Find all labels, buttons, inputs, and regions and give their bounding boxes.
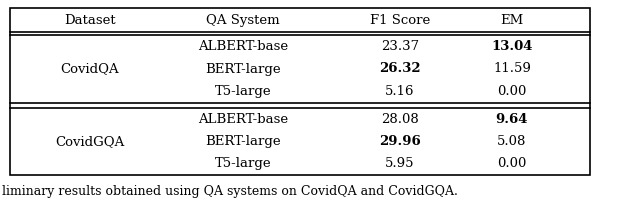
Text: 11.59: 11.59 <box>493 62 531 76</box>
Text: F1 Score: F1 Score <box>370 14 430 27</box>
Text: ALBERT-base: ALBERT-base <box>198 40 288 53</box>
Text: BERT-large: BERT-large <box>205 135 281 148</box>
Text: EM: EM <box>500 14 524 27</box>
Text: 23.37: 23.37 <box>381 40 419 53</box>
Text: BERT-large: BERT-large <box>205 62 281 76</box>
Text: 13.04: 13.04 <box>492 40 532 53</box>
Text: 0.00: 0.00 <box>497 157 527 170</box>
Text: 0.00: 0.00 <box>497 85 527 98</box>
Text: 29.96: 29.96 <box>379 135 421 148</box>
Text: 9.64: 9.64 <box>496 113 528 126</box>
Text: CovidGQA: CovidGQA <box>55 135 124 148</box>
Text: liminary results obtained using QA systems on CovidQA and CovidGQA.: liminary results obtained using QA syste… <box>2 185 458 198</box>
Text: CovidQA: CovidQA <box>60 62 119 76</box>
Text: ALBERT-base: ALBERT-base <box>198 113 288 126</box>
Text: T5-large: T5-large <box>215 85 271 98</box>
Text: 5.95: 5.95 <box>385 157 415 170</box>
Text: 5.16: 5.16 <box>385 85 415 98</box>
Text: 28.08: 28.08 <box>381 113 419 126</box>
Text: 26.32: 26.32 <box>379 62 421 76</box>
Bar <box>10 8 590 175</box>
Text: QA System: QA System <box>206 14 280 27</box>
Text: T5-large: T5-large <box>215 157 271 170</box>
Text: 5.08: 5.08 <box>497 135 527 148</box>
Text: Dataset: Dataset <box>64 14 115 27</box>
